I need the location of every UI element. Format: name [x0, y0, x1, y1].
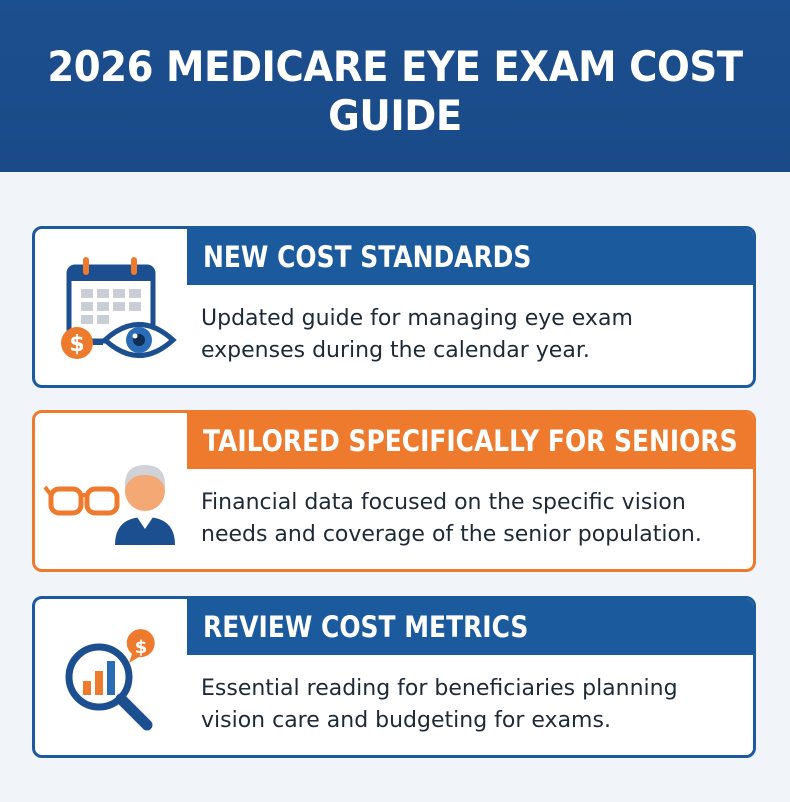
card-text: Updated guide for managing eye exam expe… — [201, 306, 633, 363]
card-new-cost-standards: $ NEW COST STANDARDS Updated guide for m… — [32, 226, 756, 388]
card-tailored-for-seniors: TAILORED SPECIFICALLY FOR SENIORS Financ… — [32, 410, 756, 572]
calendar-eye-dollar-icon: $ — [35, 229, 187, 385]
card-title: TAILORED SPECIFICALLY FOR SENIORS — [187, 413, 753, 469]
page-title: 2026 MEDICARE EYE EXAM COST GUIDE — [47, 42, 743, 140]
card-title: NEW COST STANDARDS — [187, 229, 753, 285]
card-title: REVIEW COST METRICS — [187, 599, 753, 655]
card-text: Essential reading for beneficiaries plan… — [201, 676, 678, 733]
card-review-cost-metrics: $ REVIEW COST METRICS Essential reading … — [32, 596, 756, 758]
card-text: Financial data focused on the specific v… — [201, 490, 702, 547]
header-banner: 2026 MEDICARE EYE EXAM COST GUIDE — [0, 0, 790, 172]
svg-text:$: $ — [135, 637, 148, 658]
senior-glasses-icon — [35, 413, 187, 569]
magnifier-chart-icon: $ — [35, 599, 187, 755]
svg-text:$: $ — [69, 332, 84, 357]
